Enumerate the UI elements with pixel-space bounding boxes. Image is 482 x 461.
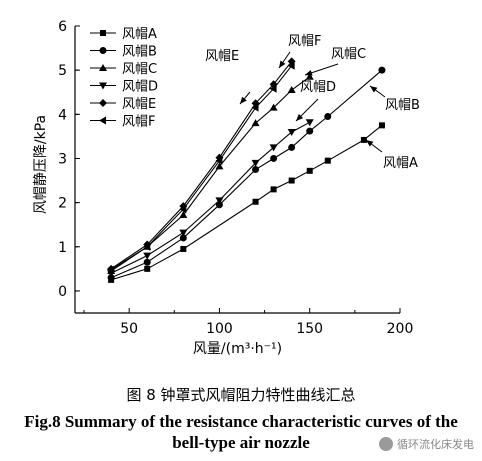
annotation-arrowhead xyxy=(279,60,286,68)
data-point-square xyxy=(144,265,151,272)
x-tick-label: 150 xyxy=(296,321,323,337)
data-point-circle xyxy=(107,274,115,282)
legend-label: 风帽B xyxy=(122,44,157,60)
figure-caption-chinese: 图 8 钟罩式风帽阻力特性曲线汇总 xyxy=(126,386,356,404)
data-point-triangle-up xyxy=(251,119,260,127)
figure-caption-english-line1: Fig.8 Summary of the resistance characte… xyxy=(24,412,458,431)
data-point-triangle-up xyxy=(215,162,224,170)
data-point-square xyxy=(270,186,277,193)
data-point-triangle-left xyxy=(179,205,187,214)
y-tick-label: 4 xyxy=(58,107,67,123)
data-point-square xyxy=(180,245,187,252)
data-point-triangle-left xyxy=(215,156,223,165)
data-point-square xyxy=(360,136,367,143)
data-point-square xyxy=(378,122,385,129)
legend-label: 风帽C xyxy=(122,61,157,77)
watermark: 循环流化床发电 xyxy=(379,436,474,452)
watermark-text: 循环流化床发电 xyxy=(397,438,474,451)
data-point-triangle-up xyxy=(179,210,188,218)
annotation-arrowhead xyxy=(296,113,304,121)
data-point-circle xyxy=(179,234,187,242)
series-line-square xyxy=(110,124,383,281)
x-tick-label: 50 xyxy=(120,321,138,337)
annotation-arrowhead xyxy=(305,69,313,76)
annotation-label: 风帽B xyxy=(385,97,420,113)
y-axis-label: 风帽静压降/kPa xyxy=(33,115,49,214)
legend-marker-square xyxy=(100,30,106,36)
data-point-triangle-down xyxy=(251,159,260,167)
data-point-circle xyxy=(143,258,151,266)
annotation-label: 风帽C xyxy=(331,46,366,62)
annotation-arrowhead xyxy=(240,96,247,104)
data-point-triangle-down xyxy=(287,128,296,136)
data-point-circle xyxy=(378,66,386,74)
annotation-label: 风帽F xyxy=(288,33,321,49)
data-point-triangle-down xyxy=(269,144,278,152)
wechat-logo-icon xyxy=(379,437,393,451)
annotation-label: 风帽D xyxy=(300,79,336,95)
legend-marker-triangle-down xyxy=(99,82,107,90)
data-point-circle xyxy=(288,143,296,151)
legend-label: 风帽A xyxy=(122,26,157,42)
figure-caption-english-line2: bell-type air nozzle xyxy=(172,433,310,452)
y-tick-label: 6 xyxy=(58,19,67,35)
series-line-circle xyxy=(110,69,383,279)
legend-marker-triangle-up xyxy=(99,64,107,71)
data-point-square xyxy=(252,198,259,205)
data-point-square xyxy=(306,167,313,174)
data-point-circle xyxy=(270,154,278,162)
data-point-triangle-up xyxy=(305,72,314,80)
y-tick-label: 0 xyxy=(58,284,67,300)
legend-marker-diamond xyxy=(99,99,107,107)
data-point-triangle-down xyxy=(179,229,188,237)
x-axis-label: 风量/(m³·h⁻¹) xyxy=(193,341,282,357)
data-point-triangle-up xyxy=(269,103,278,111)
resistance-chart: 0 1 2 3 4 5 6 50 100 150 200 风量/(m³·h⁻¹) 风帽静压降/kPa 风帽… xyxy=(33,19,420,357)
annotation-label: 风帽E xyxy=(205,48,239,64)
data-point-triangle-left xyxy=(269,84,277,93)
legend-marker-circle xyxy=(99,47,107,54)
y-tick-label: 3 xyxy=(58,151,67,167)
data-point-triangle-left xyxy=(287,61,295,70)
data-point-circle xyxy=(306,127,314,135)
y-tick-label: 2 xyxy=(58,196,67,212)
legend-marker-triangle-left xyxy=(99,116,106,125)
annotation-arrowhead xyxy=(370,86,378,93)
series-line-triangle-down xyxy=(110,121,310,274)
x-tick-label: 200 xyxy=(387,321,414,337)
y-tick-label: 5 xyxy=(58,63,67,79)
data-point-triangle-down xyxy=(305,119,314,127)
data-point-circle xyxy=(215,201,223,209)
y-tick-label: 1 xyxy=(58,240,67,256)
data-point-triangle-left xyxy=(107,265,115,274)
data-point-triangle-up xyxy=(287,86,296,94)
data-point-circle xyxy=(252,166,260,173)
legend-label: 风帽F xyxy=(122,114,155,130)
data-point-circle xyxy=(324,113,332,121)
annotation-arrowhead xyxy=(366,140,374,147)
data-point-square xyxy=(288,177,295,184)
legend-label: 风帽D xyxy=(122,79,158,95)
data-point-square xyxy=(324,157,331,164)
data-point-triangle-down xyxy=(143,252,152,260)
x-tick-label: 100 xyxy=(206,321,233,337)
legend-label: 风帽E xyxy=(122,96,156,112)
data-point-triangle-left xyxy=(143,242,151,251)
data-point-triangle-down xyxy=(215,197,224,205)
annotation-label: 风帽A xyxy=(383,155,418,171)
data-point-triangle-left xyxy=(251,103,259,112)
figure-caption-english: Fig.8 Summary of the resistance characte… xyxy=(0,411,482,453)
